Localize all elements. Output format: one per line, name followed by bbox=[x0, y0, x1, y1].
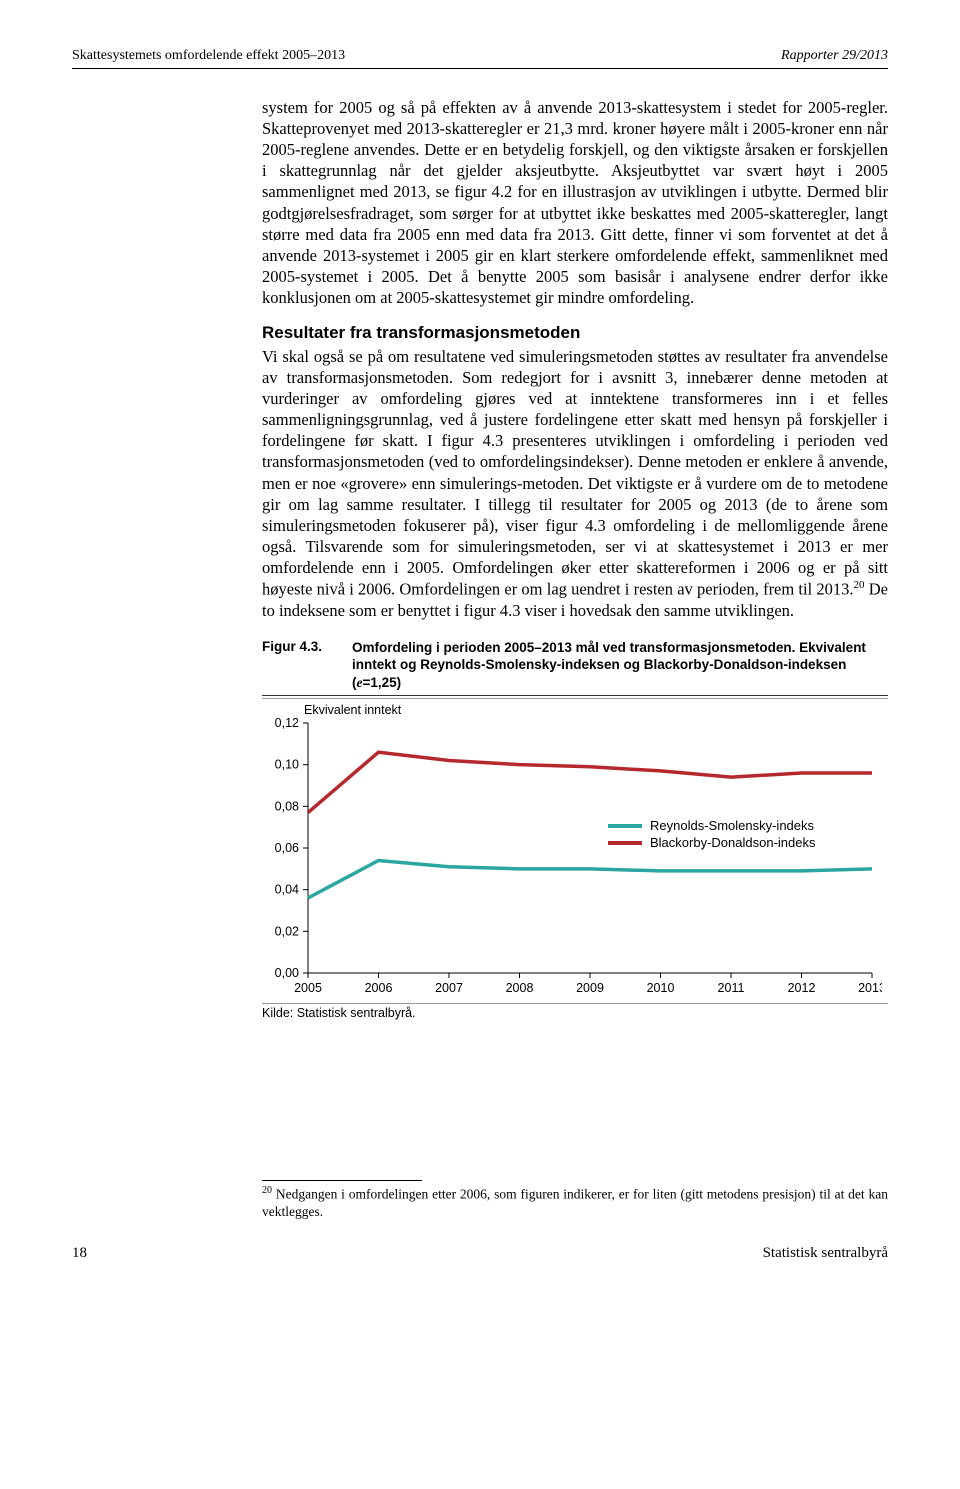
svg-text:2005: 2005 bbox=[294, 981, 322, 995]
svg-text:0,04: 0,04 bbox=[275, 883, 299, 897]
legend-swatch bbox=[608, 824, 642, 828]
figure-label: Figur 4.3. bbox=[262, 639, 352, 692]
footnote-marker: 20 bbox=[262, 1185, 272, 1196]
svg-text:2007: 2007 bbox=[435, 981, 463, 995]
chart-ylabel: Ekvivalent inntekt bbox=[304, 703, 401, 717]
svg-text:0,00: 0,00 bbox=[275, 966, 299, 980]
legend-label: Blackorby-Donaldson-indeks bbox=[650, 835, 815, 850]
svg-text:0,12: 0,12 bbox=[275, 716, 299, 730]
legend-label: Reynolds-Smolensky-indeks bbox=[650, 818, 814, 833]
section-heading: Resultater fra transformasjonsmetoden bbox=[262, 322, 888, 344]
footnote-ref: 20 bbox=[854, 579, 865, 591]
legend-swatch bbox=[608, 841, 642, 845]
svg-text:2008: 2008 bbox=[506, 981, 534, 995]
svg-text:2012: 2012 bbox=[788, 981, 816, 995]
figure-caption: Figur 4.3. Omfordeling i perioden 2005–2… bbox=[262, 639, 888, 692]
svg-text:0,08: 0,08 bbox=[275, 800, 299, 814]
paragraph-2a: Vi skal også se på om resultatene ved si… bbox=[262, 347, 888, 599]
svg-text:0,02: 0,02 bbox=[275, 925, 299, 939]
page-number: 18 bbox=[72, 1245, 87, 1262]
svg-text:2011: 2011 bbox=[718, 981, 745, 995]
figure-bottom-rule bbox=[262, 1003, 888, 1004]
chart: Ekvivalent inntekt 0,00 0,02 0,04 0,06 0,08 0… bbox=[262, 699, 888, 999]
svg-text:2006: 2006 bbox=[365, 981, 393, 995]
svg-text:2010: 2010 bbox=[647, 981, 675, 995]
footer-right: Statistisk sentralbyrå bbox=[763, 1245, 888, 1262]
paragraph-1: system for 2005 og så på effekten av å a… bbox=[262, 97, 888, 308]
legend-item: Reynolds-Smolensky-indeks bbox=[608, 818, 815, 833]
svg-text:2013: 2013 bbox=[858, 981, 882, 995]
svg-text:0,06: 0,06 bbox=[275, 841, 299, 855]
header-right: Rapporter 29/2013 bbox=[781, 48, 888, 64]
footnote-text: Nedgangen i omfordelingen etter 2006, so… bbox=[262, 1187, 888, 1219]
figure-title: Omfordeling i perioden 2005–2013 mål ved… bbox=[352, 639, 888, 692]
footnote: 20 Nedgangen i omfordelingen etter 2006,… bbox=[262, 1185, 888, 1220]
svg-text:2009: 2009 bbox=[576, 981, 604, 995]
footnote-rule bbox=[262, 1180, 422, 1181]
legend: Reynolds-Smolensky-indeks Blackorby-Donal… bbox=[608, 818, 815, 852]
figure-source: Kilde: Statistisk sentralbyrå. bbox=[262, 1006, 888, 1020]
paragraph-2: Vi skal også se på om resultatene ved si… bbox=[262, 346, 888, 621]
svg-text:0,10: 0,10 bbox=[275, 758, 299, 772]
legend-item: Blackorby-Donaldson-indeks bbox=[608, 835, 815, 850]
header-left: Skattesystemets omfordelende effekt 2005… bbox=[72, 48, 345, 64]
header-rule bbox=[72, 68, 888, 69]
